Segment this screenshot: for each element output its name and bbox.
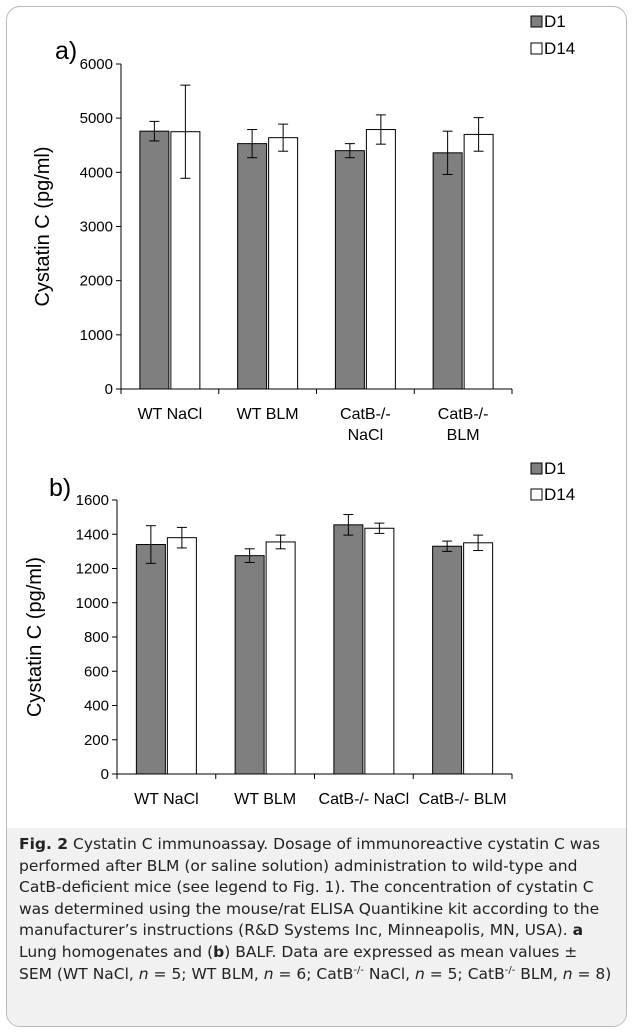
bar-d1-a — [334, 150, 365, 390]
legend-swatch-d14-a — [530, 42, 543, 55]
bar-d1-b — [432, 545, 463, 775]
x-category-label-b: CatB-/- NaCl — [319, 791, 410, 808]
y-tick-label-a: 6000 — [80, 56, 113, 73]
y-tick-label-b: 800 — [84, 629, 109, 646]
figure-caption: Fig. 2 Cystatin C immunoassay. Dosage of… — [7, 828, 626, 1026]
y-tick-label-b: 1200 — [76, 561, 109, 578]
caption-n: n — [263, 964, 274, 983]
chart-panel-a: a) 0 1000 2000 3000 4000 5000 6000 Cystatin C (p… — [32, 12, 575, 444]
bar-d1-a — [237, 143, 268, 390]
caption-text: ) BALF. Data are expressed as mean value… — [19, 942, 578, 983]
x-category-label-a: CatB-/- — [438, 406, 489, 423]
caption-text: NaCl, — [364, 964, 416, 983]
bar-d14-b — [166, 537, 197, 775]
panel-label-b: b) — [49, 474, 71, 502]
x-category-label-b: WT NaCl — [134, 791, 199, 808]
caption-text: Lung homogenates and ( — [19, 942, 214, 961]
y-tick-label-b: 400 — [84, 698, 109, 715]
y-tick-label-a: 3000 — [80, 219, 113, 236]
y-tick-label-b: 600 — [84, 663, 109, 680]
caption-text: BLM, — [515, 964, 563, 983]
y-tick-label-b: 1600 — [76, 492, 109, 509]
y-tick-label-b: 200 — [84, 732, 109, 749]
y-tick-label-b: 1400 — [76, 526, 109, 543]
legend-label-d1-a: D1 — [544, 12, 566, 31]
bar-d1-a — [139, 130, 170, 390]
caption-text: = 5; CatB — [424, 964, 505, 983]
x-category-label-a: CatB-/- — [340, 406, 391, 423]
bar-d1-a — [432, 152, 463, 390]
caption-label: Fig. 2 — [19, 835, 69, 853]
bar-d1-b — [234, 555, 265, 775]
bar-d1-b — [333, 524, 364, 775]
legend-swatch-d1-b — [530, 462, 543, 475]
x-category-label-a: NaCl — [348, 427, 384, 444]
bar-d14-b — [364, 527, 395, 775]
legend-label-d14-b: D14 — [544, 485, 575, 504]
caption-n: n — [562, 964, 573, 983]
y-axis-label-b: Cystatin C (pg/ml) — [24, 557, 46, 717]
bar-d14-b — [265, 541, 296, 775]
bar-d14-b — [463, 542, 494, 775]
x-category-label-a: BLM — [447, 427, 480, 444]
chart-panel-b: b) 0 200 400 600 800 1000 1200 1400 1600 Cystatin … — [24, 462, 575, 808]
legend-label-d14-a: D14 — [544, 39, 575, 58]
caption-superscript: -/- — [504, 964, 516, 976]
caption-title: Cystatin C immunoassay. — [68, 835, 269, 853]
caption-panel-a-ref: a — [572, 921, 584, 940]
caption-n: n — [415, 964, 425, 983]
legend-swatch-d1-a — [530, 15, 543, 28]
x-category-label-b: CatB-/- BLM — [419, 791, 507, 808]
legend-label-d1-b: D1 — [544, 462, 566, 478]
bar-d14-a — [463, 133, 494, 390]
legend-swatch-d14-b — [530, 488, 543, 501]
y-tick-label-a: 0 — [105, 381, 113, 398]
x-category-label-a: WT NaCl — [138, 406, 203, 423]
bar-d1-b — [135, 544, 166, 775]
y-tick-label-a: 1000 — [80, 327, 113, 344]
figure-frame: a) 0 1000 2000 3000 4000 5000 6000 Cystatin C (p… — [6, 6, 627, 1027]
y-tick-label-a: 2000 — [80, 273, 113, 290]
bar-d14-a — [268, 137, 299, 390]
y-tick-label-b: 1000 — [76, 595, 109, 612]
caption-text: = 5; WT BLM, — [148, 964, 264, 983]
caption-body: Dosage of immunoreactive cystatin C was … — [19, 835, 601, 940]
panel-label-a: a) — [55, 37, 77, 65]
caption-text: = 6; CatB — [273, 964, 354, 983]
caption-superscript: -/- — [353, 964, 364, 976]
caption-n: n — [138, 964, 149, 983]
caption-panel-b-ref: b — [213, 942, 225, 961]
x-category-label-a: WT BLM — [237, 406, 299, 423]
x-category-label-b: WT BLM — [234, 791, 296, 808]
bar-d14-a — [365, 129, 396, 390]
caption-text: = 8) — [572, 964, 612, 983]
y-axis-label-a: Cystatin C (pg/ml) — [32, 146, 54, 306]
y-tick-label-a: 4000 — [80, 164, 113, 181]
y-tick-label-b: 0 — [101, 766, 109, 783]
y-tick-label-a: 5000 — [80, 110, 113, 127]
